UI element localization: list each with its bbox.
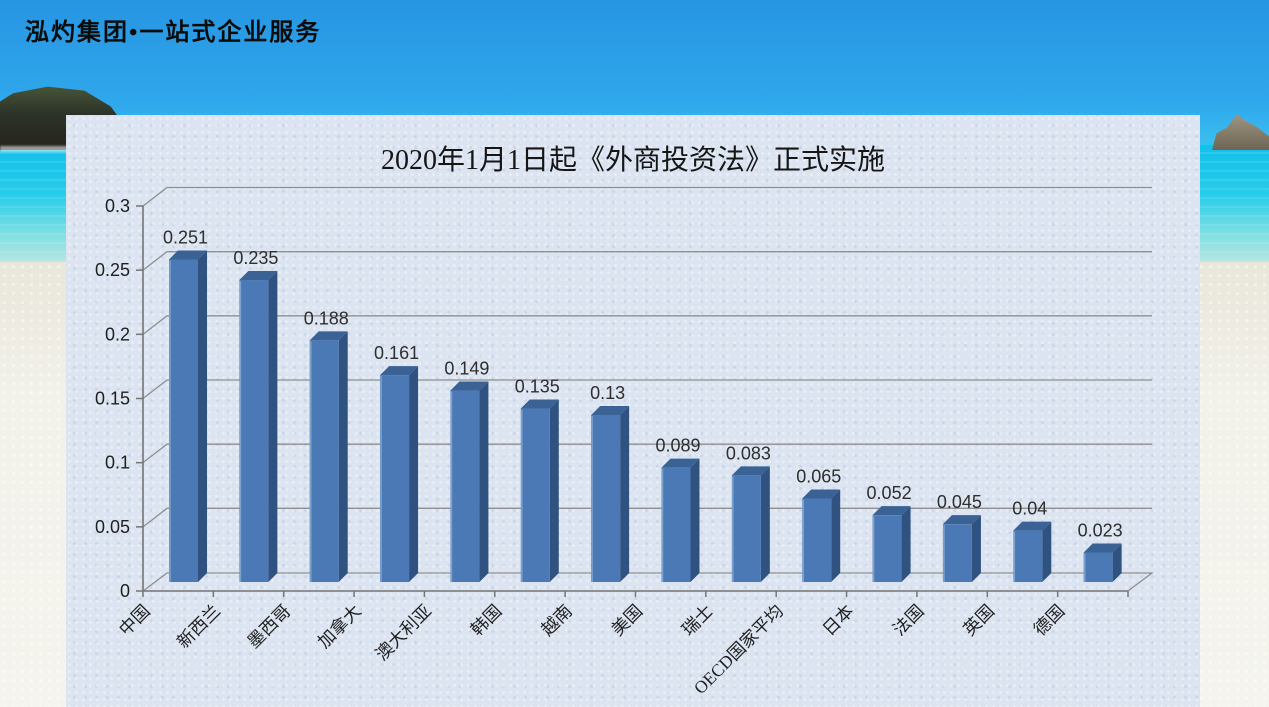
- chart-panel: [66, 115, 1200, 707]
- shoreline-photo: [0, 146, 120, 152]
- chart-title: 2020年1月1日起《外商投资法》正式实施: [380, 145, 885, 176]
- brand-title: 泓灼集团•一站式企业服务: [25, 20, 322, 46]
